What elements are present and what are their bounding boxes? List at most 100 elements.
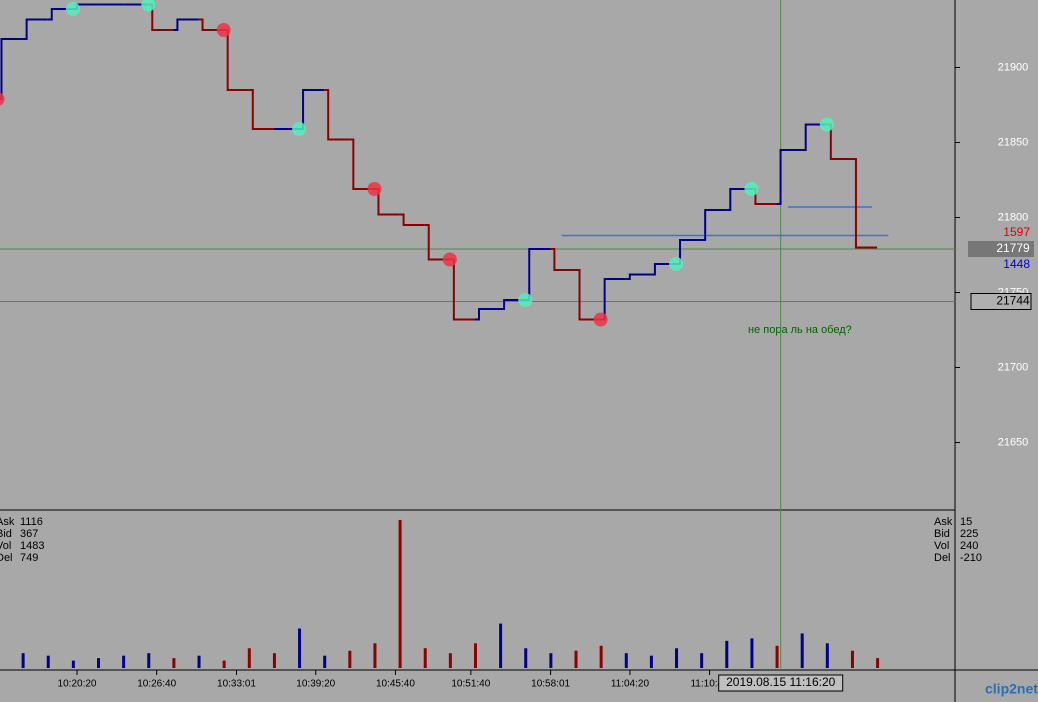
price-bar: [424, 224, 450, 261]
cursor-time-tag: [718, 674, 844, 692]
signal-dot: [669, 257, 684, 271]
price-bar: [550, 248, 576, 271]
volume-bar: [147, 653, 151, 668]
signal-dot: [292, 122, 307, 136]
signal-dot: [744, 182, 759, 196]
volume-bar: [172, 658, 176, 668]
info-value: 1116: [20, 516, 43, 528]
annotation: не пора ль на обед?: [748, 324, 852, 336]
x-tick-label: 10:20:20: [58, 679, 97, 690]
volume-bar: [272, 653, 276, 668]
cursor-price-label: 21744: [996, 294, 1030, 308]
volume-bar: [524, 648, 528, 668]
volume-bar: [574, 650, 578, 668]
info-value: 15: [960, 516, 972, 528]
volume-bar: [423, 648, 427, 668]
signal-dot: [442, 252, 457, 267]
volume-bar: [222, 660, 226, 668]
info-value: -210: [960, 552, 982, 564]
volume-bar: [825, 643, 829, 668]
info-key: Ask: [934, 516, 953, 528]
x-tick-label: 10:26:40: [137, 679, 176, 690]
signal-dot: [518, 293, 533, 307]
ask-volume-label: 1597: [1003, 225, 1030, 239]
signal-dot: [0, 92, 5, 106]
volume-bar: [700, 653, 704, 668]
price-bar: [0, 38, 23, 100]
cursor-price-tag: [970, 293, 1032, 310]
x-tick-label: 11:10:40: [690, 679, 729, 690]
price-bar: [701, 209, 727, 241]
price-bar: [349, 138, 375, 190]
bid-volume-label: 1448: [1003, 257, 1030, 271]
info-key: Del: [0, 552, 13, 564]
volume-bar: [850, 650, 854, 668]
signal-dot: [367, 182, 382, 196]
y-tick-label: 21800: [998, 211, 1029, 223]
x-tick-label: 10:45:40: [376, 679, 415, 690]
info-value: 240: [960, 540, 978, 552]
price-bar: [726, 188, 752, 211]
info-key: Bid: [0, 528, 12, 540]
y-tick-label: 21850: [998, 136, 1029, 148]
volume-bar: [599, 645, 603, 668]
price-bar: [399, 213, 425, 226]
y-tick-label: 21900: [998, 61, 1029, 73]
volume-bar: [21, 653, 25, 668]
price-bar: [650, 263, 677, 276]
price-bar: [801, 123, 827, 151]
info-key: Vol: [934, 540, 949, 552]
info-value: 749: [20, 552, 38, 564]
volume-bar: [549, 653, 553, 668]
volume-bar: [46, 655, 50, 668]
info-value: 225: [960, 528, 978, 540]
price-bar: [248, 89, 274, 130]
volume-bar: [649, 655, 653, 668]
x-tick-label: 10:39:20: [296, 679, 335, 690]
price-bar: [198, 18, 224, 31]
volume-bar: [624, 653, 628, 668]
volume-bar: [499, 623, 503, 668]
y-tick-label: 21650: [998, 436, 1029, 448]
price-bar: [22, 18, 48, 40]
volume-bar: [348, 650, 352, 668]
signal-dot: [141, 0, 156, 12]
price-bar: [47, 8, 73, 21]
cursor-time-label: 2019.08.15 11:16:20: [726, 675, 836, 689]
price-bar: [776, 149, 802, 205]
info-key: Ask: [0, 516, 15, 528]
x-tick-label: 11:04:20: [611, 679, 650, 690]
volume-bar: [323, 655, 327, 668]
volume-bar: [473, 643, 477, 668]
signal-dot: [216, 23, 231, 37]
info-key: Vol: [0, 540, 11, 552]
price-bar: [575, 269, 601, 321]
volume-bar: [675, 648, 679, 668]
price-bar: [500, 299, 526, 310]
volume-bar: [97, 658, 101, 668]
volume-bar: [448, 653, 452, 668]
price-bar: [851, 158, 878, 249]
volume-bar: [71, 660, 75, 668]
y-tick-label: 21700: [998, 361, 1029, 373]
volume-bar: [373, 643, 377, 668]
volume-bar: [725, 640, 729, 668]
signal-dot: [65, 2, 80, 16]
x-tick-label: 10:51:40: [451, 679, 490, 690]
volume-bar: [122, 655, 126, 668]
volume-bar: [800, 633, 804, 668]
info-value: 1483: [20, 540, 44, 552]
last-price-label: 21779: [996, 241, 1030, 255]
signal-dot: [593, 312, 608, 327]
info-key: Bid: [934, 528, 950, 540]
price-bar: [324, 89, 350, 141]
x-tick-label: 10:58:01: [531, 679, 570, 690]
watermark: clip2net.com: [985, 681, 1038, 697]
last-price-tag: [968, 241, 1034, 257]
price-bar: [474, 308, 501, 321]
volume-bar: [197, 655, 201, 668]
info-value: 367: [20, 528, 38, 540]
volume-bar: [247, 648, 251, 668]
